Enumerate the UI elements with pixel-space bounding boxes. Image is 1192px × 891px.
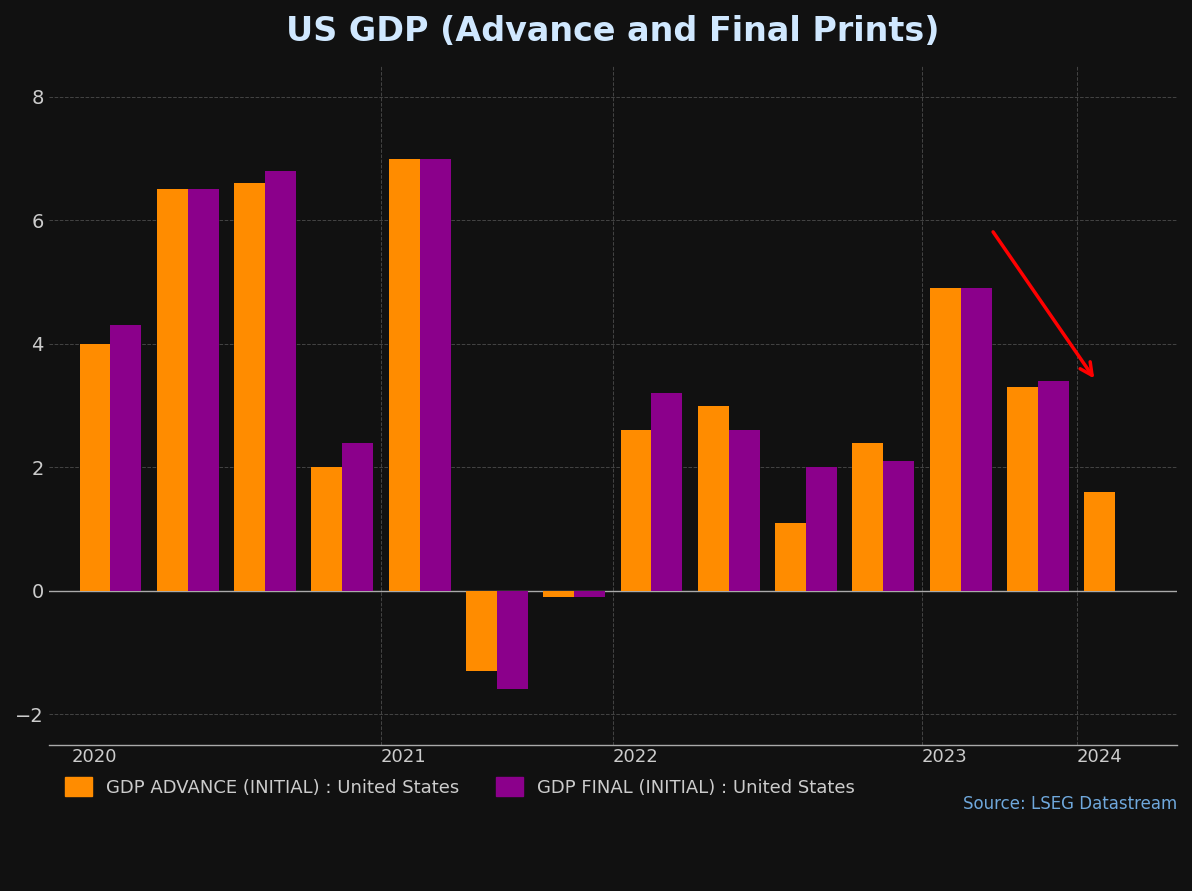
Bar xyxy=(961,288,992,591)
Bar xyxy=(544,591,575,597)
Bar xyxy=(497,591,528,690)
Bar xyxy=(157,190,187,591)
Bar xyxy=(930,288,961,591)
Bar xyxy=(1085,492,1116,591)
Bar xyxy=(728,430,759,591)
Bar xyxy=(187,190,218,591)
Bar xyxy=(621,430,652,591)
Text: 2020: 2020 xyxy=(72,748,117,766)
Bar xyxy=(775,523,806,591)
Bar xyxy=(265,171,296,591)
Text: 2023: 2023 xyxy=(921,748,968,766)
Bar xyxy=(234,184,265,591)
Bar xyxy=(652,393,682,591)
Legend: GDP ADVANCE (INITIAL) : United States, GDP FINAL (INITIAL) : United States: GDP ADVANCE (INITIAL) : United States, G… xyxy=(57,770,862,804)
Text: Source: LSEG Datastream: Source: LSEG Datastream xyxy=(963,795,1177,813)
Bar xyxy=(852,443,883,591)
Text: 2024: 2024 xyxy=(1076,748,1123,766)
Title: US GDP (Advance and Final Prints): US GDP (Advance and Final Prints) xyxy=(286,15,939,48)
Bar xyxy=(697,405,728,591)
Bar xyxy=(420,159,451,591)
Bar xyxy=(80,344,111,591)
Bar xyxy=(575,591,606,597)
Text: 2022: 2022 xyxy=(613,748,658,766)
Bar xyxy=(311,467,342,591)
Bar xyxy=(389,159,420,591)
Bar xyxy=(1038,380,1069,591)
Bar xyxy=(806,467,837,591)
Text: 2021: 2021 xyxy=(381,748,427,766)
Bar xyxy=(466,591,497,671)
Bar xyxy=(342,443,373,591)
Bar xyxy=(883,461,914,591)
Bar xyxy=(1007,387,1038,591)
Bar xyxy=(111,325,142,591)
